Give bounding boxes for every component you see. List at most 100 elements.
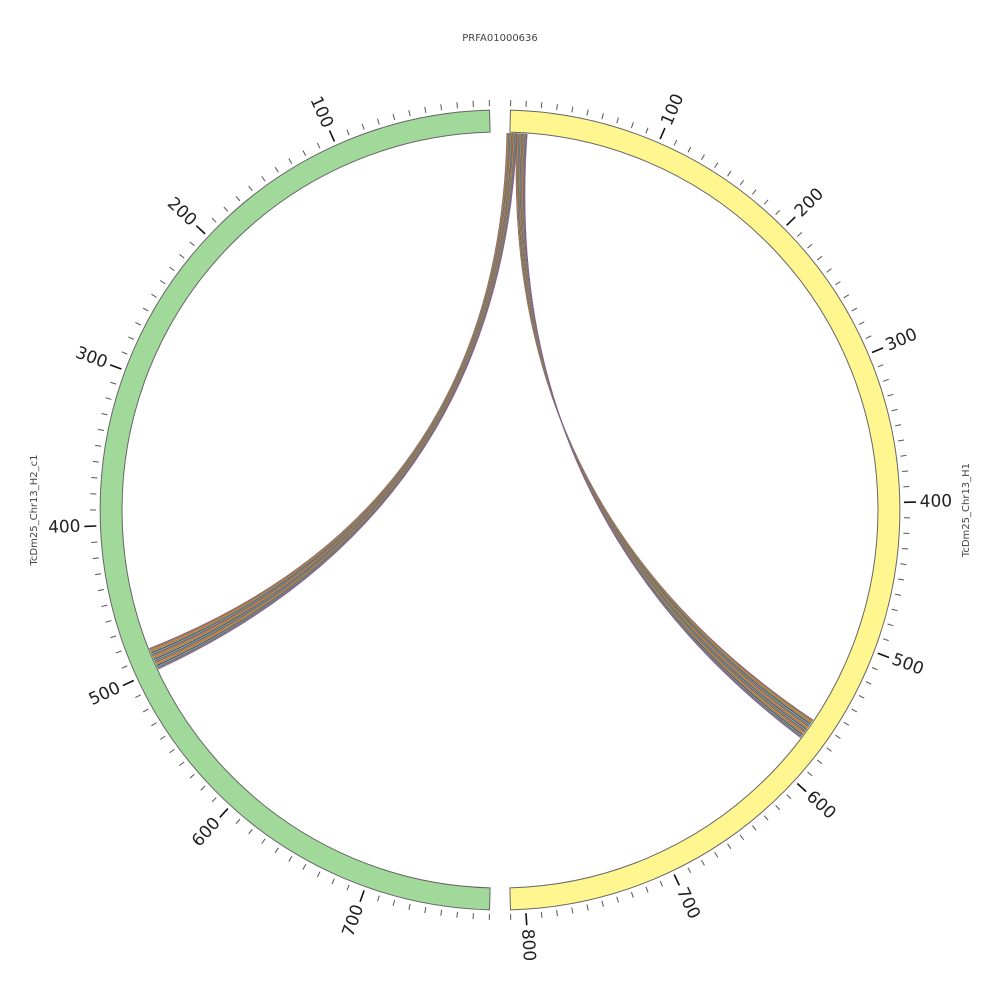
minor-tick-TcDm25_Chr13_H2_c1-740 (424, 907, 427, 914)
sequence-label-TcDm25_Chr13_H1: TcDm25_Chr13_H1 (961, 463, 972, 558)
major-tick-TcDm25_Chr13_H1-500 (877, 652, 890, 659)
minor-tick-TcDm25_Chr13_H2_c1-480 (115, 650, 122, 654)
minor-tick-TcDm25_Chr13_H2_c1-690 (346, 884, 350, 891)
minor-tick-TcDm25_Chr13_H2_c1-270 (135, 321, 142, 326)
link-h1-start-to-h2-500-strand-27 (155, 133, 515, 664)
minor-tick-TcDm25_Chr13_H2_c1-490 (121, 665, 128, 669)
tick-label-TcDm25_Chr13_H1-100: 100 (657, 91, 688, 129)
minor-tick-TcDm25_Chr13_H1-340 (891, 408, 898, 412)
link-h1-start-to-h2-500-strand-9 (151, 133, 510, 654)
minor-tick-TcDm25_Chr13_H2_c1-430 (95, 573, 102, 576)
major-tick-TcDm25_Chr13_H1-700 (673, 874, 681, 886)
minor-tick-TcDm25_Chr13_H1-220 (807, 243, 813, 249)
minor-tick-TcDm25_Chr13_H1-30 (556, 103, 558, 111)
minor-tick-TcDm25_Chr13_H1-510 (871, 667, 878, 671)
minor-tick-TcDm25_Chr13_H1-290 (865, 335, 872, 339)
link-h1-start-to-h2-500-strand-13 (152, 133, 511, 656)
minor-tick-TcDm25_Chr13_H2_c1-560 (179, 761, 185, 767)
minor-tick-TcDm25_Chr13_H1-380 (902, 470, 909, 473)
link-h1-start-to-h2-500-strand-24 (154, 133, 514, 662)
minor-tick-TcDm25_Chr13_H1-330 (887, 393, 894, 397)
link-h1-start-to-h2-500-strand-18 (153, 133, 513, 659)
minor-tick-TcDm25_Chr13_H2_c1-320 (105, 397, 112, 400)
minor-tick-TcDm25_Chr13_H1-160 (739, 179, 745, 186)
minor-tick-TcDm25_Chr13_H2_c1-640 (274, 847, 279, 854)
minor-tick-TcDm25_Chr13_H2_c1-550 (169, 748, 175, 754)
minor-tick-TcDm25_Chr13_H1-640 (751, 825, 757, 831)
minor-tick-TcDm25_Chr13_H2_c1-190 (211, 217, 217, 223)
minor-tick-TcDm25_Chr13_H1-180 (763, 199, 769, 205)
minor-tick-TcDm25_Chr13_H2_c1-340 (97, 428, 104, 432)
major-tick-TcDm25_Chr13_H2_c1-200 (195, 225, 206, 235)
tick-label-TcDm25_Chr13_H2_c1-100: 100 (306, 93, 338, 131)
minor-tick-TcDm25_Chr13_H1-20 (540, 102, 543, 109)
minor-tick-TcDm25_Chr13_H1-310 (877, 364, 884, 368)
minor-tick-TcDm25_Chr13_H1-740 (616, 896, 619, 903)
minor-tick-TcDm25_Chr13_H2_c1-520 (142, 708, 149, 713)
minor-tick-TcDm25_Chr13_H2_c1-220 (179, 253, 185, 259)
minor-tick-TcDm25_Chr13_H2_c1-710 (377, 895, 380, 902)
minor-tick-TcDm25_Chr13_H1-660 (727, 843, 732, 850)
minor-tick-TcDm25_Chr13_H1-570 (826, 747, 832, 752)
minor-tick-TcDm25_Chr13_H1-480 (887, 623, 894, 627)
minor-tick-TcDm25_Chr13_H2_c1-630 (261, 838, 266, 844)
major-tick-TcDm25_Chr13_H1-200 (786, 216, 796, 226)
minor-tick-TcDm25_Chr13_H1-580 (817, 759, 823, 765)
minor-tick-TcDm25_Chr13_H2_c1-360 (92, 460, 99, 463)
minor-tick-TcDm25_Chr13_H2_c1-310 (110, 381, 117, 385)
minor-tick-TcDm25_Chr13_H1-720 (645, 886, 649, 893)
minor-tick-TcDm25_Chr13_H1-620 (775, 805, 781, 811)
minor-tick-TcDm25_Chr13_H2_c1-620 (248, 828, 253, 835)
minor-tick-TcDm25_Chr13_H2_c1-330 (101, 412, 108, 416)
tick-label-TcDm25_Chr13_H2_c1-500: 500 (86, 678, 124, 710)
link-h1-start-to-h2-500-strand-16 (152, 133, 512, 658)
minor-tick-TcDm25_Chr13_H2_c1-130 (288, 158, 293, 164)
minor-tick-TcDm25_Chr13_H1-270 (851, 307, 858, 312)
link-h1-start-to-h2-500-strand-38 (157, 133, 518, 669)
link-h1-start-to-h2-500-strand-21 (153, 133, 513, 661)
minor-tick-TcDm25_Chr13_H2_c1-80 (361, 123, 365, 130)
link-h1-start-to-h2-500-strand-23 (154, 133, 514, 662)
minor-tick-TcDm25_Chr13_H2_c1-530 (151, 722, 157, 727)
tick-label-TcDm25_Chr13_H1-800: 800 (517, 928, 539, 962)
tick-label-TcDm25_Chr13_H1-400: 400 (920, 491, 953, 512)
minor-tick-TcDm25_Chr13_H1-540 (851, 708, 858, 713)
sequence-label-TcDm25_Chr13_H2_c1: TcDm25_Chr13_H2_c1 (29, 455, 40, 567)
segments-layer (99, 109, 901, 911)
minor-tick-TcDm25_Chr13_H2_c1-350 (95, 444, 102, 447)
minor-tick-TcDm25_Chr13_H1-520 (865, 681, 872, 685)
minor-tick-TcDm25_Chr13_H1-150 (727, 170, 732, 177)
minor-tick-TcDm25_Chr13_H2_c1-290 (121, 351, 128, 355)
tick-label-TcDm25_Chr13_H2_c1-200: 200 (163, 194, 200, 231)
major-tick-TcDm25_Chr13_H1-600 (796, 782, 807, 793)
minor-tick-TcDm25_Chr13_H2_c1-240 (159, 280, 166, 285)
link-h1-start-to-h2-500-strand-35 (157, 133, 517, 668)
minor-tick-TcDm25_Chr13_H1-170 (751, 189, 757, 195)
major-tick-TcDm25_Chr13_H2_c1-700 (359, 890, 365, 903)
minor-tick-TcDm25_Chr13_H1-750 (601, 900, 604, 907)
minor-tick-TcDm25_Chr13_H2_c1-610 (235, 818, 241, 825)
minor-tick-TcDm25_Chr13_H2_c1-250 (151, 293, 157, 298)
minor-tick-TcDm25_Chr13_H1-730 (630, 891, 634, 898)
minor-tick-TcDm25_Chr13_H1-40 (571, 106, 574, 113)
major-tick-TcDm25_Chr13_H2_c1-500 (122, 679, 135, 687)
minor-tick-TcDm25_Chr13_H2_c1-460 (105, 620, 112, 623)
minor-tick-TcDm25_Chr13_H1-550 (843, 721, 850, 726)
segment-TcDm25_Chr13_H2_c1 (99, 109, 491, 911)
minor-tick-TcDm25_Chr13_H2_c1-150 (261, 176, 266, 182)
link-h1-start-to-h2-500-strand-30 (155, 133, 516, 665)
link-h1-start-to-h2-500-strand-32 (156, 133, 516, 666)
minor-tick-TcDm25_Chr13_H2_c1-570 (189, 773, 195, 779)
minor-tick-TcDm25_Chr13_H2_c1-40 (424, 106, 427, 113)
link-h1-start-to-h2-500-strand-15 (152, 133, 512, 657)
minor-tick-TcDm25_Chr13_H1-210 (796, 232, 803, 237)
major-tick-TcDm25_Chr13_H2_c1-300 (109, 364, 122, 370)
minor-tick-TcDm25_Chr13_H2_c1-420 (92, 557, 99, 560)
minor-tick-TcDm25_Chr13_H2_c1-280 (128, 336, 134, 340)
minor-tick-TcDm25_Chr13_H1-530 (858, 694, 865, 699)
minor-tick-TcDm25_Chr13_H1-790 (540, 911, 543, 918)
minor-tick-TcDm25_Chr13_H1-440 (900, 563, 907, 566)
diagram-title: PRFA01000636 (462, 33, 538, 44)
minor-tick-TcDm25_Chr13_H2_c1-260 (142, 307, 149, 312)
